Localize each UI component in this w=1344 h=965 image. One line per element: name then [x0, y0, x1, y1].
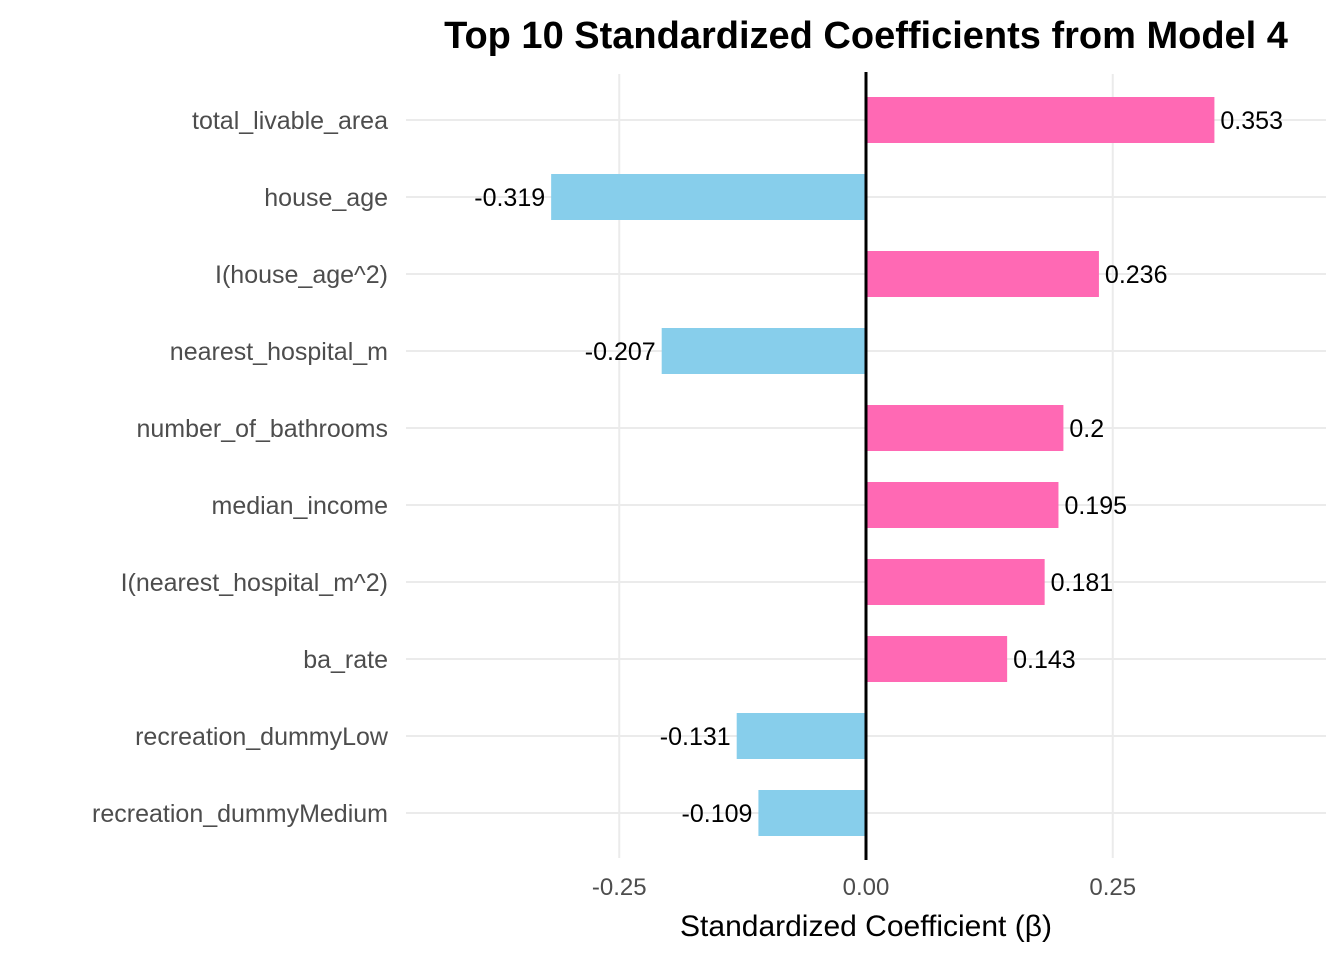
value-label: 0.181 — [1051, 569, 1114, 597]
category-label: median_income — [212, 492, 389, 520]
category-label: recreation_dummyLow — [135, 723, 389, 751]
x-tick-label: -0.25 — [592, 874, 647, 901]
bar — [551, 174, 866, 220]
bar — [661, 328, 866, 374]
bar — [866, 636, 1008, 682]
bar — [736, 713, 866, 759]
x-tick-label: 0.25 — [1089, 874, 1136, 901]
bar — [866, 251, 1099, 297]
category-label: recreation_dummyMedium — [92, 800, 388, 828]
bar — [866, 405, 1064, 451]
bar — [758, 790, 866, 836]
chart-title: Top 10 Standardized Coefficients from Mo… — [444, 15, 1288, 57]
value-label: -0.131 — [660, 723, 731, 751]
value-label: 0.236 — [1105, 261, 1168, 289]
x-axis-title: Standardized Coefficient (β) — [680, 910, 1052, 943]
bar — [866, 97, 1215, 143]
bars-layer — [551, 97, 1215, 836]
bar — [866, 559, 1045, 605]
value-label: 0.143 — [1013, 646, 1076, 674]
category-label: number_of_bathrooms — [136, 415, 388, 443]
category-label: total_livable_area — [192, 107, 388, 135]
value-label: -0.207 — [585, 338, 656, 366]
labels-layer: -0.25 0.00 0.25 total_livable_area 0.353 hous… — [92, 107, 1283, 901]
value-label: 0.195 — [1064, 492, 1127, 520]
category-label: I(nearest_hospital_m^2) — [121, 569, 388, 597]
category-label: house_age — [264, 184, 388, 212]
value-label: 0.2 — [1069, 415, 1104, 443]
category-label: nearest_hospital_m — [170, 338, 388, 366]
category-label: I(house_age^2) — [215, 261, 388, 289]
value-label: -0.319 — [474, 184, 545, 212]
value-label: 0.353 — [1220, 107, 1283, 135]
bar — [866, 482, 1059, 528]
x-tick-label: 0.00 — [843, 874, 890, 901]
value-label: -0.109 — [682, 800, 753, 828]
category-label: ba_rate — [303, 646, 388, 674]
